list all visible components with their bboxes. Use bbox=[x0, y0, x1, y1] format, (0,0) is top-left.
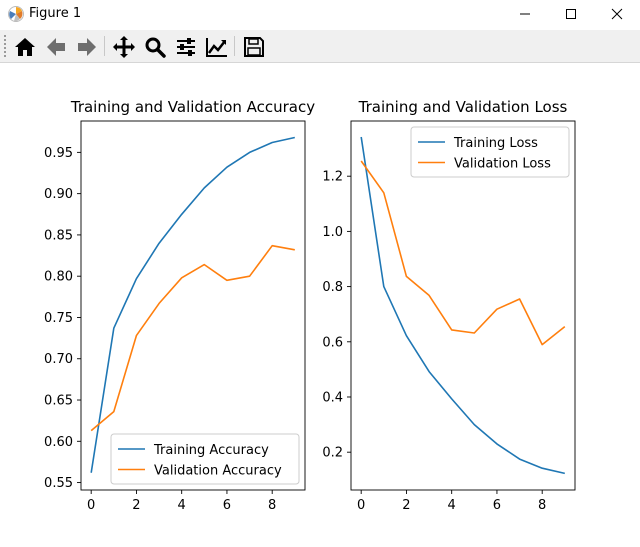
edit-axis-button[interactable] bbox=[204, 34, 230, 60]
legend bbox=[110, 433, 300, 485]
y-tick-label: 1.2 bbox=[322, 170, 343, 185]
toolbar-grip-icon[interactable] bbox=[4, 35, 6, 57]
legend-label: Training Accuracy bbox=[153, 443, 269, 458]
x-tick-label: 4 bbox=[448, 498, 456, 513]
x-tick-label: 0 bbox=[357, 498, 365, 513]
home-icon bbox=[15, 38, 35, 56]
y-tick-label: 0.2 bbox=[322, 446, 343, 461]
window-titlebar: Figure 1 bbox=[0, 0, 640, 28]
x-tick-label: 2 bbox=[132, 498, 140, 513]
x-tick-label: 2 bbox=[402, 498, 410, 513]
axes-frame bbox=[350, 120, 576, 491]
matplotlib-logo-icon bbox=[8, 6, 24, 22]
pan-button[interactable] bbox=[111, 34, 137, 60]
axes-frame bbox=[80, 120, 306, 491]
line-chart-icon bbox=[206, 38, 227, 57]
y-tick-label: 1.0 bbox=[322, 225, 343, 240]
save-button[interactable] bbox=[241, 34, 267, 60]
figure-svg: Training and Validation Accuracy 0 2 4 6 8 0.5… bbox=[44, 98, 576, 513]
move-icon bbox=[113, 36, 135, 58]
window-title: Figure 1 bbox=[29, 6, 82, 21]
magnifier-icon bbox=[145, 37, 166, 58]
arrow-right-icon bbox=[78, 38, 96, 56]
y-tick-label: 0.4 bbox=[322, 390, 343, 405]
navigation-toolbar bbox=[0, 30, 640, 63]
maximize-icon bbox=[566, 9, 576, 19]
close-icon bbox=[611, 8, 623, 20]
sliders-icon bbox=[177, 38, 195, 56]
series-line-validation-accuracy bbox=[90, 244, 295, 432]
back-button[interactable] bbox=[43, 34, 69, 60]
y-tick-label: 0.85 bbox=[44, 228, 73, 243]
y-tick-label: 0.75 bbox=[44, 311, 73, 326]
y-tick-label: 0.6 bbox=[322, 335, 343, 350]
floppy-disk-icon bbox=[244, 37, 264, 57]
home-button[interactable] bbox=[12, 34, 38, 60]
minimize-icon bbox=[520, 13, 530, 15]
legend bbox=[410, 126, 570, 178]
y-tick-label: 0.8 bbox=[322, 280, 343, 295]
chart-title: Training and Validation Accuracy bbox=[70, 98, 315, 116]
x-tick-label: 6 bbox=[493, 498, 501, 513]
x-tick-label: 4 bbox=[178, 498, 186, 513]
close-button[interactable] bbox=[594, 0, 640, 28]
y-tick-label: 0.70 bbox=[44, 352, 73, 367]
subplots-button[interactable] bbox=[173, 34, 199, 60]
toolbar-separator bbox=[234, 36, 235, 56]
minimize-button[interactable] bbox=[502, 0, 548, 28]
y-tick-label: 0.80 bbox=[44, 270, 73, 285]
x-tick-label: 0 bbox=[87, 498, 95, 513]
x-tick-label: 8 bbox=[538, 498, 546, 513]
x-tick-label: 8 bbox=[268, 498, 276, 513]
chart-title: Training and Validation Loss bbox=[358, 98, 568, 116]
y-tick-label: 0.95 bbox=[44, 146, 73, 161]
forward-button[interactable] bbox=[74, 34, 100, 60]
series-line-training-loss bbox=[360, 136, 565, 475]
figure-canvas[interactable]: Training and Validation Accuracy 0 2 4 6 8 0.5… bbox=[0, 63, 640, 543]
legend-label: Training Loss bbox=[453, 136, 538, 151]
zoom-button[interactable] bbox=[142, 34, 168, 60]
legend-label: Validation Accuracy bbox=[154, 463, 282, 478]
maximize-button[interactable] bbox=[548, 0, 594, 28]
arrow-left-icon bbox=[47, 38, 65, 56]
y-tick-label: 0.60 bbox=[44, 435, 73, 450]
y-tick-label: 0.65 bbox=[44, 394, 73, 409]
series-line-training-accuracy bbox=[90, 136, 295, 473]
series-line-validation-loss bbox=[360, 160, 566, 346]
toolbar-separator bbox=[104, 36, 105, 56]
y-tick-label: 0.55 bbox=[44, 476, 73, 491]
y-tick-label: 0.90 bbox=[44, 187, 73, 202]
legend-label: Validation Loss bbox=[454, 156, 551, 171]
x-tick-label: 6 bbox=[223, 498, 231, 513]
